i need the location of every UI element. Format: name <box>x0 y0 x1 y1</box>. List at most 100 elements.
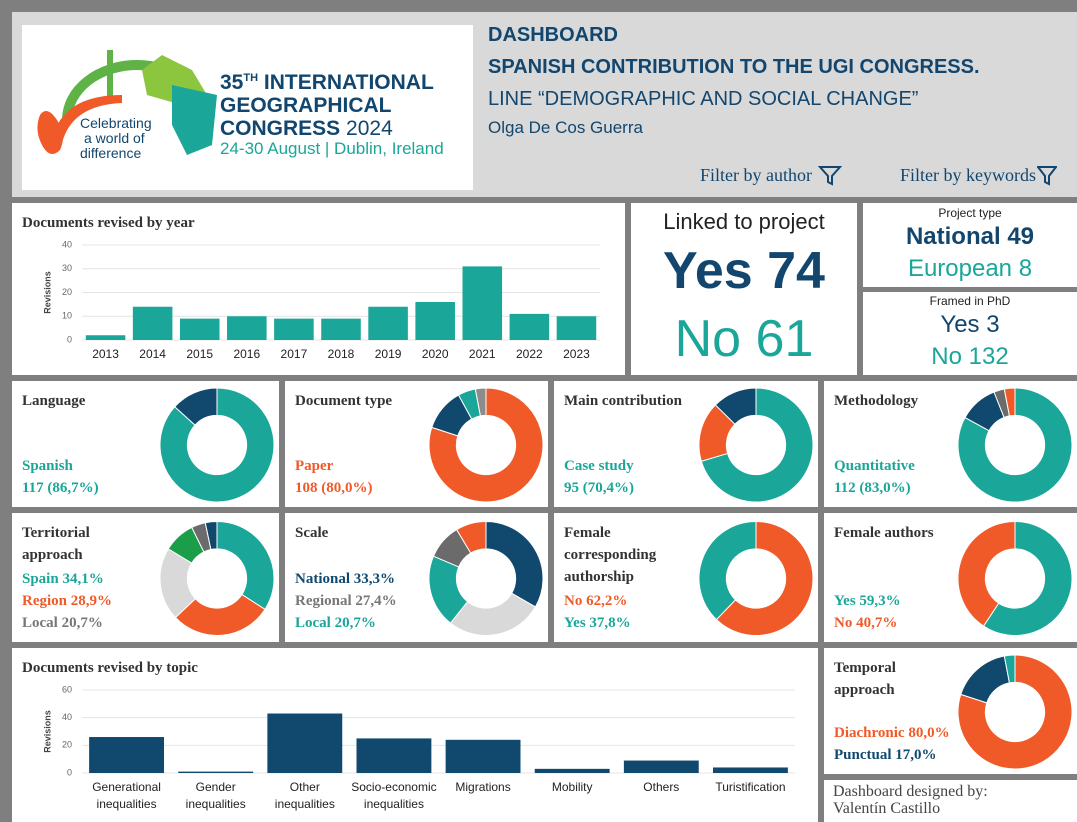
y-tick-label: 60 <box>62 684 72 694</box>
filter-label[interactable]: Filter by author <box>700 164 812 185</box>
legend-label: Paper <box>295 458 334 474</box>
bar <box>368 306 408 340</box>
y-tick-label: 20 <box>62 287 72 297</box>
donut-segment <box>700 387 814 503</box>
legend: Diachronic 80,0% Punctual 17,0% <box>834 722 950 766</box>
donut-segment <box>485 520 544 608</box>
chart-panel: Temporal approach Diachronic 80,0% Punctua… <box>824 648 1077 774</box>
data-label: 34,1% <box>62 571 104 587</box>
logo-text: CONGRESS <box>220 117 341 140</box>
chart-title: Female authors <box>834 525 934 541</box>
data-label: 112 (83,0%) <box>834 480 911 496</box>
x-tick-label: Generational inequalities <box>92 780 161 811</box>
logo: Celebrating a world of difference 35TH I… <box>22 25 473 190</box>
kpi-no: No 61 <box>674 310 814 368</box>
kpi-european: European 8 <box>907 255 1033 282</box>
logo-line: 35TH INTERNATIONAL <box>220 67 434 94</box>
plot <box>698 387 814 503</box>
chart-panel: Main contribution Case study 95 (70,4%) <box>554 381 818 507</box>
legend-label: No <box>834 615 853 631</box>
logo-swoosh <box>52 95 122 143</box>
chart-title: Documents revised by topic <box>22 660 198 676</box>
funnel-icon[interactable] <box>1036 164 1057 186</box>
data-label: 20,7% <box>61 615 103 631</box>
chart-title: Female corresponding authorship <box>564 525 657 585</box>
logo-year: 2024 <box>346 117 393 140</box>
chart-panel: Territorial approach Spain 34,1% Region 28… <box>12 513 279 642</box>
filter-keywords[interactable]: Filter by keywords <box>900 164 1057 186</box>
bar <box>462 266 503 340</box>
legend: Yes 59,3% No 40,7% <box>834 590 901 634</box>
chart-panel: Language Spanish 117 (86,7%) <box>12 381 279 507</box>
logo-number: 35 <box>220 71 244 94</box>
project-type: Project type National 49 European 8 <box>863 203 1077 287</box>
plot <box>159 520 275 636</box>
funnel-icon[interactable] <box>817 164 842 186</box>
kpi-no: No 132 <box>931 343 1009 370</box>
x-tick-label: 2023 <box>563 347 590 361</box>
donut-segment <box>1003 387 1016 417</box>
legend-entry: Spain 34,1% <box>22 568 112 590</box>
legend: National 33,3% Regional 27,4% Local 20,7% <box>295 568 397 634</box>
donut-segment <box>428 387 544 503</box>
legend-entry: Paper 108 (80,0%) <box>295 455 373 499</box>
kpi-title: Framed in PhD <box>929 294 1011 308</box>
plot <box>957 654 1073 770</box>
legend-label: National <box>295 571 351 587</box>
dashboard-author: Olga De Cos Guerra <box>488 118 643 137</box>
y-tick-label: 40 <box>62 712 72 722</box>
donut-segment <box>715 520 814 636</box>
kpi-title: Linked to project <box>663 209 825 234</box>
data-label: 28,9% <box>70 593 112 609</box>
legend-label: Spanish <box>22 458 73 474</box>
y-tick-label: 20 <box>62 740 72 750</box>
legend-label: Spain <box>22 571 59 587</box>
chart-panel: Document type Paper 108 (80,0%) <box>285 381 548 507</box>
donut-segment <box>204 520 218 551</box>
legend-label: Yes <box>564 615 586 631</box>
chart-panel: Scale National 33,3% Regional 27,4% Local 2… <box>285 513 548 642</box>
dashboard-title: DASHBOARD <box>488 24 618 46</box>
bar <box>179 318 220 340</box>
bar <box>415 302 455 340</box>
legend-entry: No 62,2% <box>564 590 631 612</box>
filter-label[interactable]: Filter by keywords <box>900 164 1036 185</box>
legend-label: Local <box>22 615 58 631</box>
chart-title: Temporal approach <box>834 660 896 698</box>
legend: Quantitative 112 (83,0%) <box>834 455 915 499</box>
y-axis-label: Revisions <box>42 271 52 314</box>
linked-project: Linked to project Yes 74 No 61 <box>631 203 857 375</box>
y-tick-label: 10 <box>62 311 72 321</box>
y-tick-label: 30 <box>62 263 72 273</box>
bar <box>356 738 432 773</box>
legend: Case study 95 (70,4%) <box>564 455 634 499</box>
dashboard-subtitle: SPANISH CONTRIBUTION TO THE UGI CONGRESS… <box>488 56 980 78</box>
legend: No 62,2% Yes 37,8% <box>564 590 631 634</box>
donut-segment <box>957 520 1016 627</box>
chart-panel: Female corresponding authorship No 62,2% Y… <box>554 513 818 642</box>
chart-panel: Female authors Yes 59,3% No 40,7% <box>824 513 1077 642</box>
donut-segment <box>957 654 1073 770</box>
filter-author[interactable]: Filter by author <box>700 164 842 186</box>
chart-title: Document type <box>295 393 393 409</box>
y-tick-label: 0 <box>67 334 72 344</box>
logo-building <box>172 85 217 155</box>
bar <box>556 316 597 340</box>
x-tick-label: 2018 <box>327 347 355 361</box>
slogan: Celebrating a world of difference <box>80 116 152 161</box>
donut-segment <box>957 387 1073 503</box>
slogan-line: difference <box>80 145 142 161</box>
legend-label: Quantitative <box>834 458 915 474</box>
bar <box>178 771 254 773</box>
slogan-line: Celebrating <box>80 115 152 131</box>
donut-segment <box>174 593 266 636</box>
bar <box>132 306 173 340</box>
x-tick-label: Turistification <box>715 780 786 794</box>
slogan-line: a world of <box>84 130 145 146</box>
legend-entry: Regional 27,4% <box>295 590 397 612</box>
bar <box>85 335 126 340</box>
plot <box>957 520 1073 636</box>
bar <box>267 713 343 773</box>
data-label: 17,0% <box>895 747 937 763</box>
